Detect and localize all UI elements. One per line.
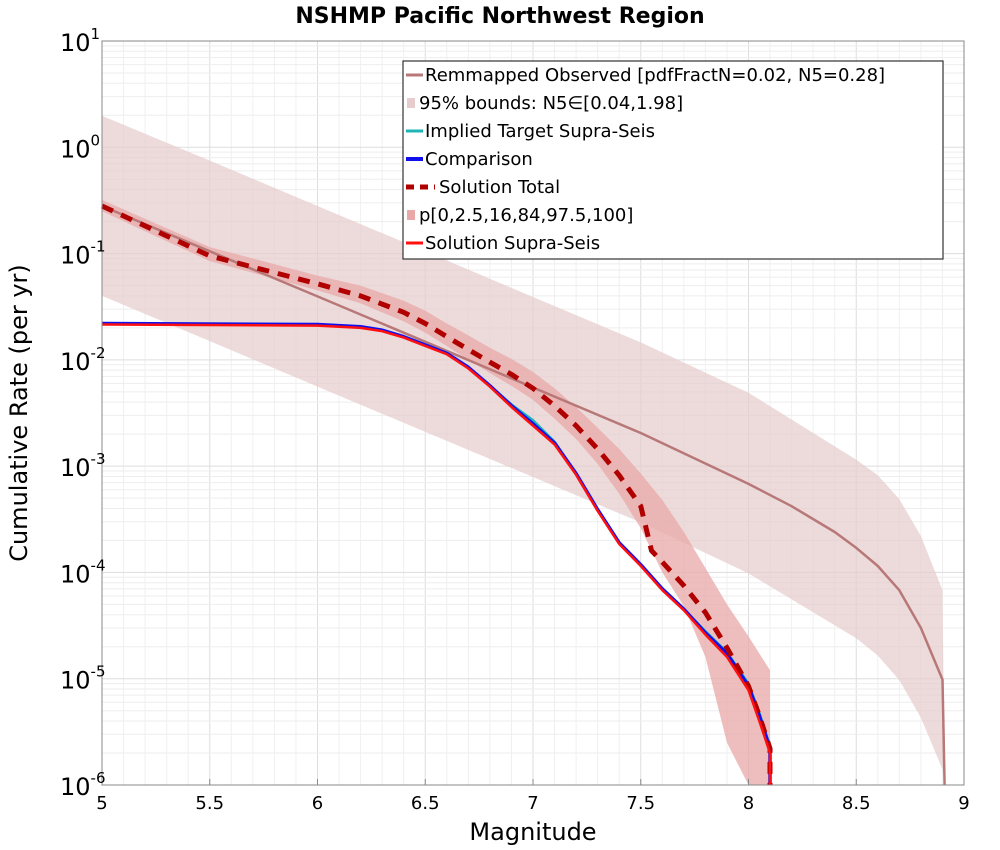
legend-label: Solution Supra-Seis xyxy=(425,233,600,254)
y-tick-base: 10 xyxy=(60,773,91,801)
legend-box xyxy=(402,60,944,260)
series-line-4 xyxy=(100,203,773,785)
legend-label: 95% bounds: N5∈[0.04,1.98] xyxy=(419,93,683,114)
y-tick-base: 10 xyxy=(60,135,91,163)
series-line-0 xyxy=(101,204,946,786)
series-line-6 xyxy=(101,323,772,785)
y-tick-label: 100 xyxy=(60,131,100,163)
y-tick-label: 101 xyxy=(60,25,100,57)
x-tick-label: 5.5 xyxy=(195,793,224,814)
y-tick-label: 10-5 xyxy=(60,663,106,695)
legend-label: Remmapped Observed [pdfFractN=0.02, N5=0… xyxy=(425,65,885,86)
y-tick-exponent: -6 xyxy=(91,769,106,787)
x-tick-label: 6 xyxy=(312,793,323,814)
y-axis-label: Cumulative Rate (per yr) xyxy=(5,264,33,562)
legend: Remmapped Observed [pdfFractN=0.02, N5=0… xyxy=(402,60,944,260)
x-ticks: 5 5.5 6 6.5 7 7.5 8 8.5 9 xyxy=(96,779,970,814)
x-tick-label: 8.5 xyxy=(842,793,871,814)
legend-label: p[0,2.5,16,84,97.5,100] xyxy=(419,205,633,226)
y-tick-label: 10-6 xyxy=(60,769,106,801)
y-tick-exponent: -2 xyxy=(91,344,106,362)
y-tick-exponent: 0 xyxy=(91,131,101,149)
y-tick-base: 10 xyxy=(60,29,91,57)
x-tick-label: 7.5 xyxy=(626,793,655,814)
x-axis-label: Magnitude xyxy=(469,818,596,846)
y-tick-exponent: -1 xyxy=(91,238,106,256)
legend-label: Solution Total xyxy=(439,177,560,198)
legend-swatch xyxy=(407,210,415,220)
y-tick-exponent: 1 xyxy=(91,25,101,43)
y-tick-base: 10 xyxy=(60,348,91,376)
lines xyxy=(100,203,946,786)
y-tick-label: 10-3 xyxy=(60,450,106,482)
y-tick-exponent: -5 xyxy=(91,663,106,681)
legend-label: Implied Target Supra-Seis xyxy=(425,121,655,142)
y-tick-base: 10 xyxy=(60,667,91,695)
x-tick-label: 7 xyxy=(527,793,538,814)
y-tick-base: 10 xyxy=(60,242,91,270)
legend-swatch xyxy=(407,98,415,108)
x-tick-label: 9 xyxy=(958,793,969,814)
y-tick-base: 10 xyxy=(60,454,91,482)
x-tick-label: 6.5 xyxy=(411,793,440,814)
chart-title: NSHMP Pacific Northwest Region xyxy=(295,4,704,29)
x-tick-label: 5 xyxy=(96,793,107,814)
y-tick-exponent: -3 xyxy=(91,450,106,468)
y-tick-label: 10-1 xyxy=(60,238,106,270)
bands xyxy=(102,115,945,786)
series-band-5 xyxy=(102,199,770,785)
y-tick-label: 10-4 xyxy=(60,556,106,588)
x-tick-label: 8 xyxy=(743,793,754,814)
legend-label: Comparison xyxy=(425,149,533,170)
y-tick-label: 10-2 xyxy=(60,344,106,376)
y-tick-base: 10 xyxy=(60,560,91,588)
y-tick-exponent: -4 xyxy=(91,556,106,574)
